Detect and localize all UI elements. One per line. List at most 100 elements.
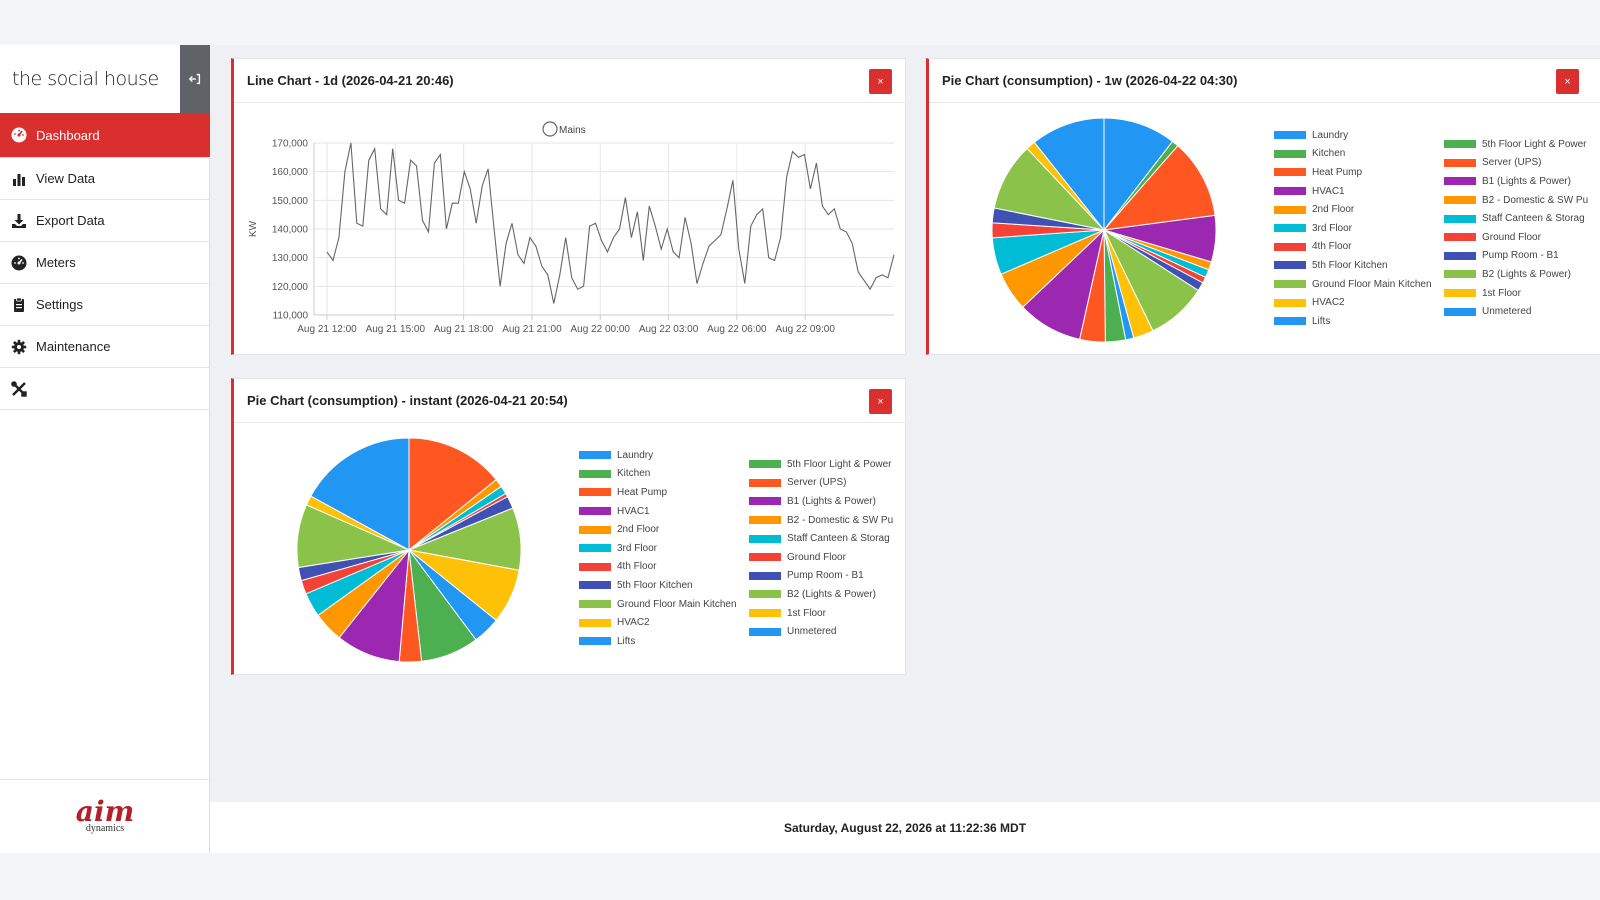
sidebar-item-label: Meters: [36, 255, 76, 270]
legend-item[interactable]: HVAC1: [579, 502, 749, 521]
legend-item[interactable]: Server (UPS): [1444, 154, 1594, 173]
pie-slice-unmetered[interactable]: [310, 437, 410, 551]
legend-item[interactable]: Laundry: [1274, 126, 1444, 145]
legend-item[interactable]: Staff Canteen & Storag: [749, 529, 894, 548]
legend-item[interactable]: Heat Pump: [579, 483, 749, 502]
legend-item[interactable]: Kitchen: [579, 465, 749, 484]
legend-item[interactable]: 5th Floor Light & Power: [749, 455, 894, 474]
legend-label: 5th Floor Kitchen: [617, 579, 693, 591]
legend-item[interactable]: 3rd Floor: [1274, 219, 1444, 238]
legend-item[interactable]: B1 (Lights & Power): [1444, 172, 1594, 191]
legend-item[interactable]: Kitchen: [1274, 145, 1444, 164]
legend-swatch: [749, 534, 781, 543]
legend-item[interactable]: B2 - Domestic & SW Pu: [1444, 191, 1594, 210]
legend-label: HVAC2: [1312, 297, 1345, 309]
sidebar-item-export-data[interactable]: Export Data: [0, 200, 210, 242]
legend-item[interactable]: HVAC1: [1274, 182, 1444, 201]
legend-item[interactable]: Lifts: [1274, 312, 1444, 331]
legend-swatch: [749, 553, 781, 562]
legend-item[interactable]: HVAC2: [579, 613, 749, 632]
legend-label: 3rd Floor: [617, 542, 658, 554]
legend-swatch: [579, 469, 611, 478]
legend-item[interactable]: 5th Floor Light & Power: [1444, 135, 1594, 154]
legend-label: Pump Room - B1: [787, 570, 864, 582]
legend-item[interactable]: Pump Room - B1: [1444, 247, 1594, 266]
vendor-logo-subtitle: dynamics: [85, 823, 125, 834]
tools-icon: [11, 380, 27, 397]
legend-swatch: [579, 525, 611, 534]
legend-item[interactable]: Server (UPS): [749, 474, 894, 493]
legend-label: Server (UPS): [1482, 157, 1542, 169]
close-panel-button[interactable]: ×: [869, 389, 892, 414]
sidebar-item-view-data[interactable]: View Data: [0, 158, 210, 200]
legend-item[interactable]: Unmetered: [1444, 302, 1594, 321]
legend-label: Lifts: [1312, 315, 1331, 327]
legend-item[interactable]: B2 (Lights & Power): [749, 585, 894, 604]
series-line-mains: [326, 142, 895, 304]
legend-item[interactable]: 1st Floor: [749, 604, 894, 623]
sidebar-item-settings[interactable]: Maintenance: [0, 326, 210, 368]
legend-item[interactable]: Ground Floor: [1444, 228, 1594, 247]
pie-instant-legend-col-1: Laundry Kitchen Heat Pump HVAC1 2nd Floor 3rd…: [579, 446, 749, 651]
pie-slice-unmetered[interactable]: [1033, 117, 1105, 232]
legend-item[interactable]: 5th Floor Kitchen: [1274, 256, 1444, 275]
pie-week-legend-col-2: 5th Floor Light & Power Server (UPS) B1 (L…: [1444, 135, 1594, 321]
legend-item[interactable]: Laundry: [579, 446, 749, 465]
legend-swatch: [1274, 317, 1306, 326]
legend-swatch: [1444, 270, 1476, 279]
legend-swatch: [579, 544, 611, 553]
legend-item[interactable]: HVAC2: [1274, 293, 1444, 312]
legend-swatch: [1444, 196, 1476, 205]
legend-item[interactable]: Ground Floor Main Kitchen: [1274, 275, 1444, 294]
sidebar-item-billing[interactable]: Settings: [0, 284, 210, 326]
legend-label: Server (UPS): [787, 477, 847, 489]
line-chart-body: Mains 110,000 120,000 130,000 140,000 150,000…: [234, 103, 905, 358]
legend-item[interactable]: Ground Floor: [749, 548, 894, 567]
legend-label: B1 (Lights & Power): [787, 495, 876, 507]
legend-item[interactable]: Pump Room - B1: [749, 567, 894, 586]
sidebar-nav: Dashboard View Data Export Data Meters: [0, 113, 210, 410]
pie-slice-laundry[interactable]: [1103, 117, 1174, 232]
legend-label: Pump Room - B1: [1482, 250, 1559, 262]
legend-swatch: [1444, 289, 1476, 298]
legend-item[interactable]: Heat Pump: [1274, 163, 1444, 182]
close-panel-button[interactable]: ×: [869, 69, 892, 94]
sidebar-item-label: Export Data: [36, 213, 105, 228]
close-panel-button[interactable]: ×: [1556, 69, 1579, 94]
pie-slice-heat-pump[interactable]: [408, 437, 497, 552]
brand-logo[interactable]: the social house: [0, 45, 180, 113]
legend-item[interactable]: 5th Floor Kitchen: [579, 576, 749, 595]
legend-item[interactable]: 1st Floor: [1444, 284, 1594, 303]
legend-label: 5th Floor Kitchen: [1312, 259, 1388, 271]
pie-slice-heat-pump[interactable]: [1102, 145, 1216, 231]
legend-label: 1st Floor: [787, 607, 826, 619]
panel-header: Pie Chart (consumption) - instant (2026-…: [234, 379, 905, 423]
sidebar-item-meters[interactable]: Meters: [0, 242, 210, 284]
legend-item[interactable]: Lifts: [579, 632, 749, 651]
legend-item-mains[interactable]: Mains: [542, 121, 586, 137]
legend-swatch: [1444, 233, 1476, 242]
legend-item[interactable]: Ground Floor Main Kitchen: [579, 595, 749, 614]
sidebar-item-dashboard[interactable]: Dashboard: [0, 113, 210, 158]
legend-item[interactable]: 2nd Floor: [1274, 200, 1444, 219]
legend-item[interactable]: 3rd Floor: [579, 539, 749, 558]
legend-label: Ground Floor Main Kitchen: [1312, 278, 1432, 290]
legend-item[interactable]: 4th Floor: [1274, 238, 1444, 257]
legend-swatch: [1274, 280, 1306, 289]
legend-item[interactable]: Unmetered: [749, 622, 894, 641]
legend-label: HVAC1: [1312, 185, 1345, 197]
legend-item[interactable]: Staff Canteen & Storag: [1444, 209, 1594, 228]
legend-item[interactable]: B2 - Domestic & SW Pu: [749, 511, 894, 530]
legend-item[interactable]: B2 (Lights & Power): [1444, 265, 1594, 284]
y-tick-label: 150,000: [272, 196, 309, 207]
sidebar-item-maintenance[interactable]: [0, 368, 210, 410]
legend-label: Laundry: [617, 449, 654, 461]
legend-item[interactable]: 4th Floor: [579, 558, 749, 577]
panel-header: Line Chart - 1d (2026-04-21 20:46) ×: [234, 59, 905, 103]
collapse-sidebar-button[interactable]: [180, 45, 210, 113]
legend-label: HVAC1: [617, 505, 650, 517]
legend-swatch: [579, 581, 611, 590]
clipboard-icon: [11, 297, 27, 313]
legend-item[interactable]: B1 (Lights & Power): [749, 492, 894, 511]
legend-item[interactable]: 2nd Floor: [579, 520, 749, 539]
